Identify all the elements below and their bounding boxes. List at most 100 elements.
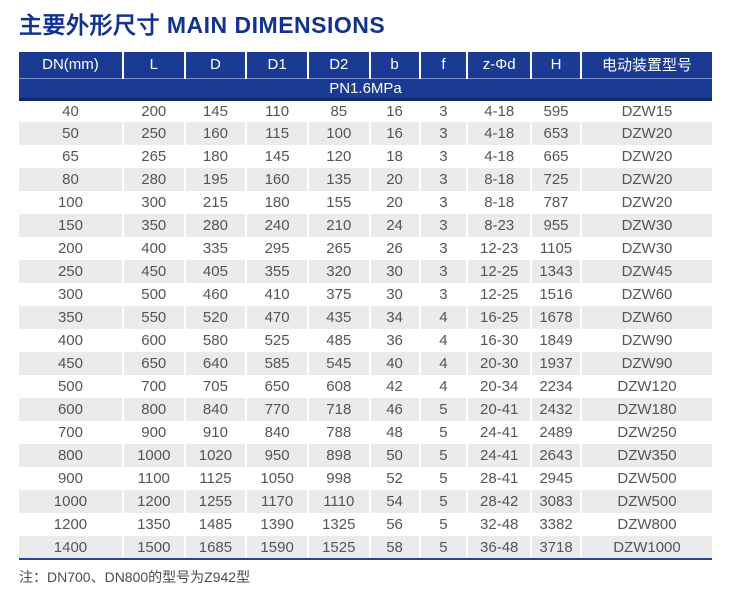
table-cell: 800 <box>19 444 124 467</box>
table-cell: 520 <box>184 306 248 329</box>
table-cell: 5 <box>419 398 469 421</box>
table-cell: 2234 <box>531 375 582 398</box>
table-cell: 1200 <box>122 490 186 513</box>
table-cell: 350 <box>19 306 124 329</box>
table-row: 1200 1350 1485 1390 1325 56 5 32-48 3382 DZW800 <box>19 513 712 536</box>
table-cell: 787 <box>531 191 582 214</box>
table-cell: 24-41 <box>467 421 533 444</box>
table-cell: 4 <box>419 329 469 352</box>
table-cell: 898 <box>307 444 371 467</box>
table-cell: 36 <box>369 329 421 352</box>
table-cell: 200 <box>19 237 124 260</box>
table-cell: 1590 <box>246 536 309 560</box>
table-cell: DZW20 <box>621 125 673 142</box>
table-cell: 4-18 <box>467 122 533 145</box>
table-cell: 18 <box>369 145 421 168</box>
table-cell: 550 <box>122 306 186 329</box>
table-cell: 1255 <box>184 490 248 513</box>
table-row: 400 600 580 525 485 36 4 16-30 1849 DZW90 <box>19 329 712 352</box>
table-cell: 8-18 <box>467 191 533 214</box>
table-body: 40 200 145 110 85 16 3 4-18 595 DZW15 50 250 160 115 1… <box>19 99 712 560</box>
table-cell: 36-48 <box>467 536 533 560</box>
table-cell: 5 <box>419 536 469 560</box>
table-cell: DZW30 <box>621 240 673 257</box>
table-cell: 998 <box>307 467 371 490</box>
table-cell: 28-42 <box>467 490 533 513</box>
table-cell: 300 <box>122 191 186 214</box>
table-cell: 955 <box>531 214 582 237</box>
table-cell: 48 <box>369 421 421 444</box>
table-cell: 56 <box>369 513 421 536</box>
table-cell: 500 <box>122 283 186 306</box>
table-cell: 20-30 <box>467 352 533 375</box>
table-cell: 1200 <box>19 513 124 536</box>
table-cell: 110 <box>246 99 309 122</box>
table-cell: 240 <box>246 214 309 237</box>
table-cell: 58 <box>369 536 421 560</box>
table-cell: 3 <box>419 168 469 191</box>
table-cell: 1685 <box>184 536 248 560</box>
column-header: b <box>369 52 421 78</box>
table-cell: 700 <box>122 375 186 398</box>
table-cell: 1525 <box>307 536 371 560</box>
table-cell: 50 <box>369 444 421 467</box>
column-header: L <box>122 52 186 78</box>
table-cell: 20 <box>369 168 421 191</box>
table-cell: 50 <box>19 122 124 145</box>
table-cell: 1485 <box>184 513 248 536</box>
table-cell: 160 <box>184 122 248 145</box>
table-cell: 788 <box>307 421 371 444</box>
table-cell: 435 <box>307 306 371 329</box>
table-cell: 20 <box>369 191 421 214</box>
table-row: 300 500 460 410 375 30 3 12-25 1516 DZW60 <box>19 283 712 306</box>
table-cell: 705 <box>184 375 248 398</box>
table-cell: 1100 <box>122 467 186 490</box>
table-cell: 2945 <box>531 467 582 490</box>
table-cell: DZW90 <box>621 355 673 372</box>
table-cell: DZW120 <box>617 378 677 395</box>
table-cell: 545 <box>307 352 371 375</box>
table-cell: 2432 <box>531 398 582 421</box>
table-cell: DZW60 <box>621 286 673 303</box>
table-cell: 950 <box>246 444 309 467</box>
table-cell: 800 <box>122 398 186 421</box>
table-row: 40 200 145 110 85 16 3 4-18 595 DZW15 <box>19 99 712 122</box>
table-cell: 2643 <box>531 444 582 467</box>
table-cell: 525 <box>246 329 309 352</box>
table-cell: 5 <box>419 444 469 467</box>
table-row: 500 700 705 650 608 42 4 20-34 2234 DZW120 <box>19 375 712 398</box>
table-cell: 52 <box>369 467 421 490</box>
table-row: 150 350 280 240 210 24 3 8-23 955 DZW30 <box>19 214 712 237</box>
column-header: 电动装置型号 <box>580 52 712 78</box>
table-cell: 16-30 <box>467 329 533 352</box>
table-cell: 1170 <box>246 490 309 513</box>
table-cell: 30 <box>369 283 421 306</box>
table-row: 700 900 910 840 788 48 5 24-41 2489 DZW250 <box>19 421 712 444</box>
table-cell: 355 <box>246 260 309 283</box>
table-cell: 145 <box>246 145 309 168</box>
table-cell: 650 <box>246 375 309 398</box>
table-cell: 280 <box>184 214 248 237</box>
table-cell: 150 <box>19 214 124 237</box>
column-header: D1 <box>246 52 309 78</box>
table-cell: 4 <box>419 352 469 375</box>
table-cell: 3083 <box>531 490 582 513</box>
table-cell: 42 <box>369 375 421 398</box>
table-cell: 210 <box>307 214 371 237</box>
main-dimensions-table: DN(mm) L D D1 D2 b f z-Φd H 电动装置型号 PN1.6MPa 40 200… <box>19 52 712 560</box>
table-cell: DZW20 <box>621 194 673 211</box>
table-cell: 3 <box>419 191 469 214</box>
table-cell: 155 <box>307 191 371 214</box>
table-row: 50 250 160 115 100 16 3 4-18 653 DZW20 <box>19 122 712 145</box>
table-cell: 8-18 <box>467 168 533 191</box>
table-row: 100 300 215 180 155 20 3 8-18 787 DZW20 <box>19 191 712 214</box>
table-cell: 600 <box>19 398 124 421</box>
table-cell: 600 <box>122 329 186 352</box>
table-cell: 1050 <box>246 467 309 490</box>
table-cell: 1400 <box>19 536 124 560</box>
table-cell: 450 <box>19 352 124 375</box>
table-cell: 215 <box>184 191 248 214</box>
table-cell: 1343 <box>531 260 582 283</box>
table-cell: 180 <box>246 191 309 214</box>
table-cell: 145 <box>184 99 248 122</box>
